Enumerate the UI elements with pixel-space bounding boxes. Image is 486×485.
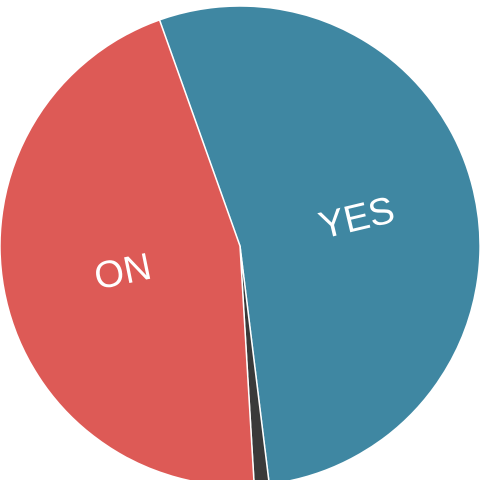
pie-slice-no — [0, 19, 255, 485]
pie-slices — [0, 5, 481, 485]
pie-slice-yes — [158, 5, 481, 485]
